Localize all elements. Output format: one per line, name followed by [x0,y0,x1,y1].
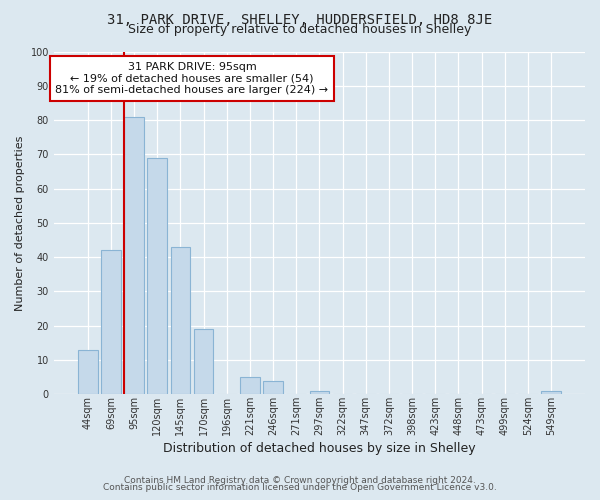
Text: Contains public sector information licensed under the Open Government Licence v3: Contains public sector information licen… [103,484,497,492]
Text: Size of property relative to detached houses in Shelley: Size of property relative to detached ho… [128,24,472,36]
Bar [78,350,98,395]
Bar [124,116,144,394]
Bar [101,250,121,394]
Bar [310,391,329,394]
Y-axis label: Number of detached properties: Number of detached properties [15,135,25,310]
Bar [170,247,190,394]
Text: 31, PARK DRIVE, SHELLEY, HUDDERSFIELD, HD8 8JE: 31, PARK DRIVE, SHELLEY, HUDDERSFIELD, H… [107,12,493,26]
Bar [263,380,283,394]
Bar [240,377,260,394]
X-axis label: Distribution of detached houses by size in Shelley: Distribution of detached houses by size … [163,442,476,455]
Bar [194,329,214,394]
Bar [148,158,167,394]
Text: Contains HM Land Registry data © Crown copyright and database right 2024.: Contains HM Land Registry data © Crown c… [124,476,476,485]
Text: 31 PARK DRIVE: 95sqm
← 19% of detached houses are smaller (54)
81% of semi-detac: 31 PARK DRIVE: 95sqm ← 19% of detached h… [55,62,329,95]
Bar [541,391,561,394]
